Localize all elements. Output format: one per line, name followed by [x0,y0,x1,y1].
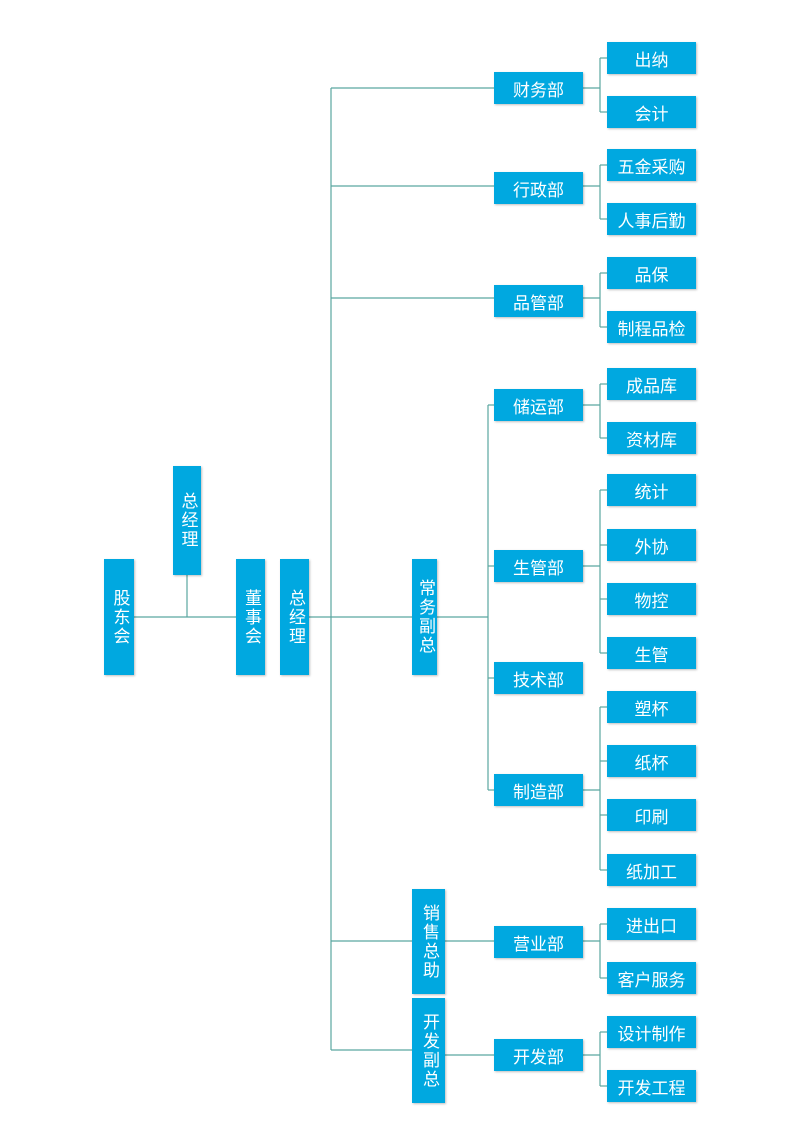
node-quality-assurance: 品保 [607,257,696,289]
node-material-control: 物控 [607,583,696,615]
node-cashier: 出纳 [607,42,696,74]
node-admin-dept: 行政部 [494,172,583,204]
node-paper-cups: 纸杯 [607,745,696,777]
node-production-mgmt: 生管 [607,637,696,669]
node-development-vp: 开发副总 [412,998,445,1103]
node-technical-dept: 技术部 [494,662,583,694]
node-executive-vp: 常务副总 [412,559,437,675]
node-finance-dept: 财务部 [494,72,583,104]
node-general-manager-top: 总经理 [173,466,201,575]
node-development-dept: 开发部 [494,1039,583,1071]
node-design-production: 设计制作 [607,1016,696,1048]
node-outsourcing: 外协 [607,529,696,561]
node-development-engineering: 开发工程 [607,1070,696,1102]
node-customer-service: 客户服务 [607,962,696,994]
node-quality-dept: 品管部 [494,285,583,317]
node-general-manager: 总经理 [280,559,309,675]
node-statistics: 统计 [607,474,696,506]
node-process-inspection: 制程品检 [607,311,696,343]
node-hardware-purchasing: 五金采购 [607,149,696,181]
node-plastic-cups: 塑杯 [607,691,696,723]
node-hr-logistics: 人事后勤 [607,203,696,235]
node-storage-dept: 储运部 [494,389,583,421]
node-sales-assistant: 销售总助 [412,889,445,994]
node-accounting: 会计 [607,96,696,128]
node-import-export: 进出口 [607,908,696,940]
node-shareholders: 股东会 [104,559,134,675]
node-printing: 印刷 [607,799,696,831]
node-business-dept: 营业部 [494,926,583,958]
node-materials-warehouse: 资材库 [607,422,696,454]
node-paper-processing: 纸加工 [607,854,696,886]
node-manufacturing-dept: 制造部 [494,774,583,806]
node-production-mgmt-dept: 生管部 [494,550,583,582]
node-board: 董事会 [236,559,265,675]
node-finished-goods-warehouse: 成品库 [607,368,696,400]
